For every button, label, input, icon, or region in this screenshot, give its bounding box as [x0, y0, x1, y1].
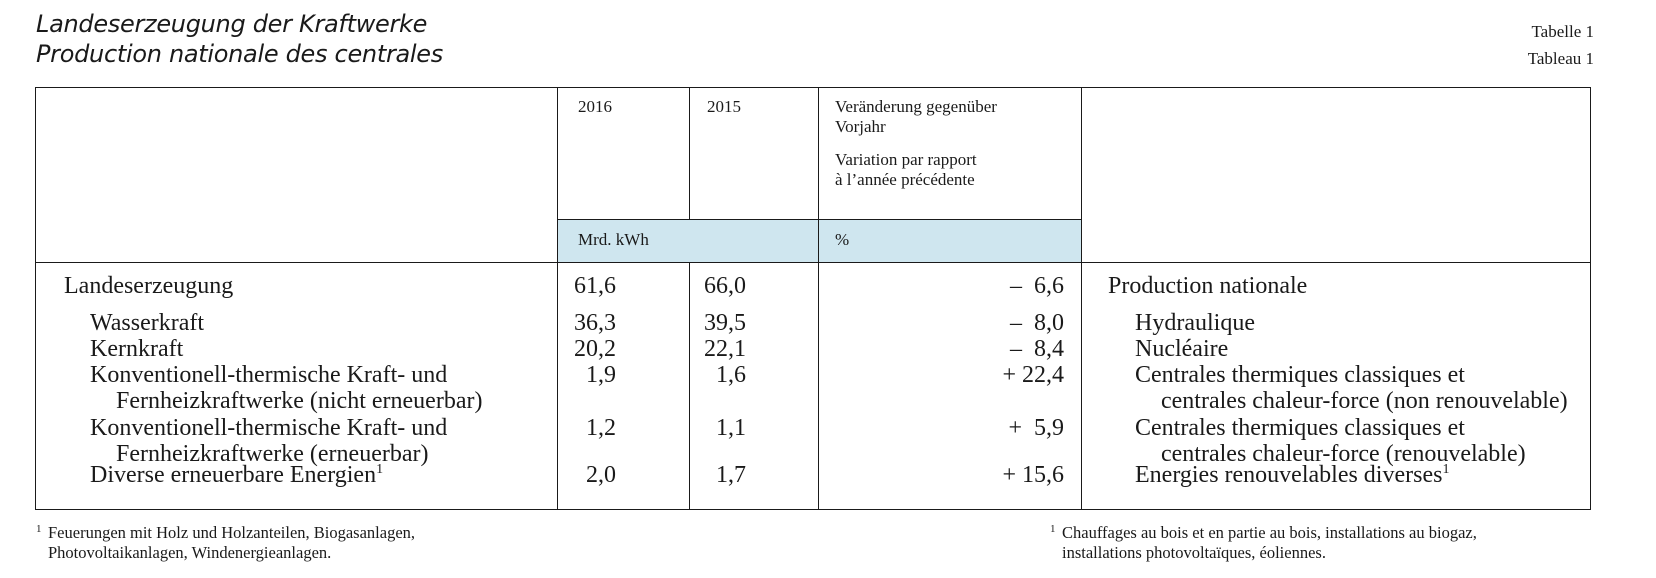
- row-label-german: Landeserzeugung: [64, 273, 234, 299]
- footnote-german-line-1: Feuerungen mit Holz und Holzanteilen, Bi…: [48, 523, 416, 542]
- row-label-french: Production nationale: [1108, 273, 1308, 299]
- value-2016: 2,0: [586, 462, 616, 488]
- column-divider: [557, 88, 558, 262]
- value-2015: 1,7: [716, 462, 746, 488]
- row-label-french: Energies renouvelables diverses1: [1135, 462, 1450, 488]
- column-divider: [818, 88, 819, 262]
- table-label-french: Tableau 1: [1527, 49, 1594, 68]
- value-2016: 1,9: [586, 362, 616, 388]
- row-label-french: Centrales thermiques classiques et: [1135, 362, 1465, 388]
- footnote-german: 1 Feuerungen mit Holz und Holzanteilen, …: [36, 523, 416, 563]
- footnote-reference: 1: [376, 462, 384, 477]
- unit-row-highlight: [558, 219, 1082, 262]
- value-2015: 66,0: [704, 273, 746, 299]
- row-label-german: Konventionell-thermische Kraft- und: [90, 362, 448, 388]
- change-percent: + 5,9: [1008, 415, 1064, 441]
- value-2015: 39,5: [704, 310, 746, 336]
- value-2016: 61,6: [574, 273, 616, 299]
- row-label-german: Fernheizkraftwerke (erneuerbar): [116, 441, 429, 467]
- footnote-french: 1 Chauffages au bois et en partie au boi…: [1050, 523, 1477, 563]
- value-2015: 1,1: [716, 415, 746, 441]
- row-label-french: Nucléaire: [1135, 336, 1229, 362]
- header-change-french-1: Variation par rapport: [835, 150, 977, 169]
- footnote-french-line-1: Chauffages au bois et en partie au bois,…: [1062, 523, 1477, 542]
- header-change-german-1: Veränderung gegenüber: [835, 97, 997, 116]
- value-2016: 36,3: [574, 310, 616, 336]
- change-percent: + 22,4: [1002, 362, 1064, 388]
- row-label-french: centrales chaleur-force (renouvelable): [1161, 441, 1526, 467]
- production-table: 2016 2015 Veränderung gegenüber Vorjahr …: [35, 87, 1591, 510]
- footnote-german-line-2: Photovoltaikanlagen, Windenergieanlagen.: [48, 543, 332, 562]
- title-french: Production nationale des centrales: [36, 40, 443, 68]
- value-2016: 1,2: [586, 415, 616, 441]
- unit-row-top-border: [558, 219, 1082, 220]
- footnote-french-line-2: installations photovoltaïques, éoliennes…: [1062, 543, 1326, 562]
- row-label-french: Centrales thermiques classiques et: [1135, 415, 1465, 441]
- row-label-german: Fernheizkraftwerke (nicht erneuerbar): [116, 388, 483, 414]
- footnote-marker: 1: [1050, 523, 1056, 535]
- header-bottom-border: [36, 262, 1590, 263]
- footnote-reference: 1: [1442, 462, 1450, 477]
- column-divider: [689, 262, 690, 509]
- row-label-german: Konventionell-thermische Kraft- und: [90, 415, 448, 441]
- table-label-german: Tabelle 1: [1531, 22, 1594, 41]
- column-divider: [1081, 88, 1082, 262]
- unit-percent: %: [835, 230, 850, 249]
- header-change-french-2: à l’année précédente: [835, 170, 975, 189]
- header-year-2015: 2015: [707, 97, 741, 116]
- row-label-french: centrales chaleur-force (non renouvelabl…: [1161, 388, 1568, 414]
- change-percent: + 15,6: [1002, 462, 1064, 488]
- unit-energy: Mrd. kWh: [578, 230, 649, 249]
- column-divider: [818, 262, 819, 509]
- value-2015: 22,1: [704, 336, 746, 362]
- column-divider: [689, 88, 690, 219]
- row-label-german: Wasserkraft: [90, 310, 205, 336]
- footnote-marker: 1: [36, 523, 42, 535]
- row-label-german: Kernkraft: [90, 336, 184, 362]
- row-label-french: Hydraulique: [1135, 310, 1255, 336]
- change-percent: – 6,6: [1010, 273, 1064, 299]
- column-divider: [557, 262, 558, 509]
- column-divider: [1081, 262, 1082, 509]
- header-change-german-2: Vorjahr: [835, 117, 886, 136]
- change-percent: – 8,4: [1010, 336, 1064, 362]
- value-2016: 20,2: [574, 336, 616, 362]
- change-percent: – 8,0: [1010, 310, 1064, 336]
- header-year-2016: 2016: [578, 97, 612, 116]
- row-label-german: Diverse erneuerbare Energien1: [90, 462, 384, 488]
- value-2015: 1,6: [716, 362, 746, 388]
- title-german: Landeserzeugung der Kraftwerke: [36, 10, 428, 38]
